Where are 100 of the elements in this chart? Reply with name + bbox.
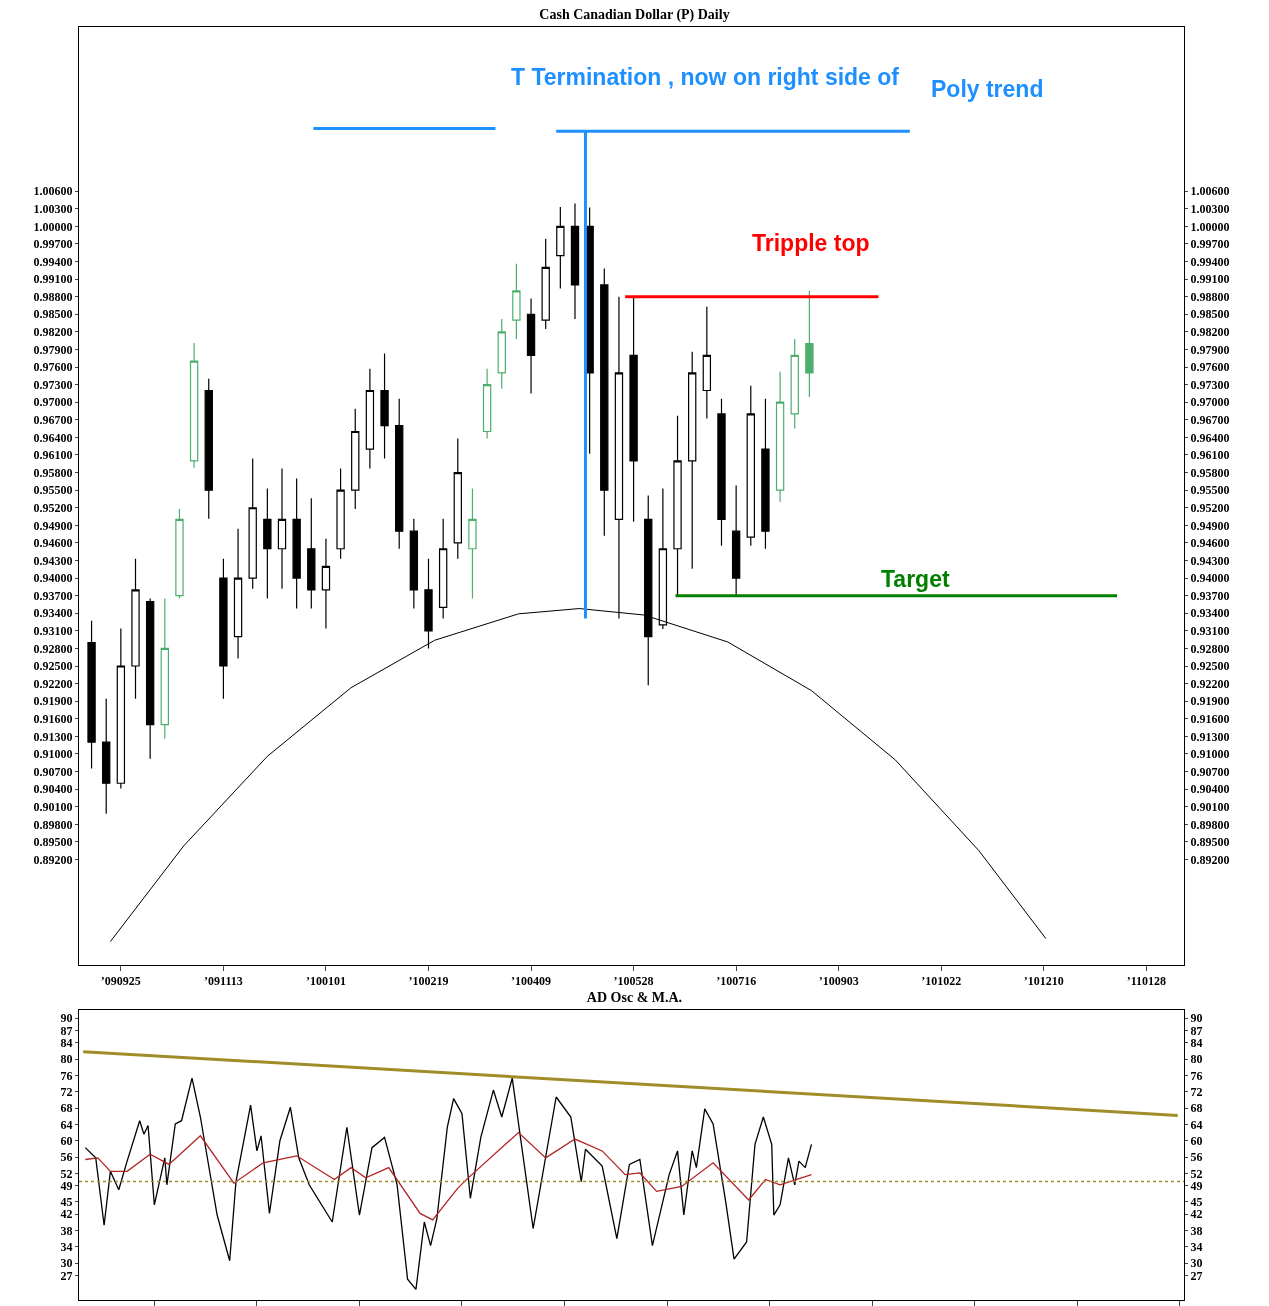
y-tick-label: 64 <box>60 1117 73 1132</box>
y-tick-label: 0.95800 <box>33 465 73 480</box>
y-tick-label: 49 <box>60 1178 73 1193</box>
y2-tick-label: 0.99400 <box>1190 254 1230 269</box>
chart-title: Cash Canadian Dollar (P) Daily <box>539 6 730 23</box>
y-tick-label: 0.94900 <box>33 518 73 533</box>
y-tick-label: 80 <box>60 1052 73 1067</box>
y2-tick-label: 56 <box>1190 1150 1203 1165</box>
y-tick-label: 27 <box>60 1268 73 1283</box>
y2-tick-label: 0.89800 <box>1190 817 1230 832</box>
y2-tick-label: 49 <box>1190 1178 1203 1193</box>
y2-tick-label: 64 <box>1190 1117 1203 1132</box>
y2-tick-label: 1.00000 <box>1190 219 1230 234</box>
y-tick-label: 0.96700 <box>33 412 73 427</box>
y-tick-label: 0.93700 <box>33 588 73 603</box>
y2-tick-label: 0.93100 <box>1190 624 1230 639</box>
y2-tick-label: 0.97300 <box>1190 377 1230 392</box>
y-tick-label: 0.92200 <box>33 676 73 691</box>
y2-tick-label: 0.98800 <box>1190 289 1230 304</box>
y2-tick-label: 0.96400 <box>1190 430 1230 445</box>
y-tick-label: 0.89800 <box>33 817 73 832</box>
y-tick-label: 0.90100 <box>33 799 73 814</box>
y2-tick-label: 0.95200 <box>1190 500 1230 515</box>
y-tick-label: 72 <box>60 1084 73 1099</box>
y2-tick-label: 0.94300 <box>1190 553 1230 568</box>
y2-tick-label: 52 <box>1190 1166 1203 1181</box>
y2-tick-label: 0.90400 <box>1190 782 1230 797</box>
y-tick-label: 0.89500 <box>33 835 73 850</box>
y-tick-label: 0.95500 <box>33 483 73 498</box>
x-tick-label: ’100528 <box>613 974 654 989</box>
y2-tick-label: 0.91900 <box>1190 694 1230 709</box>
y-tick-label: 0.92800 <box>33 641 73 656</box>
y-tick-label: 0.91000 <box>33 747 73 762</box>
y2-tick-label: 0.89500 <box>1190 835 1230 850</box>
y2-tick-label: 0.91600 <box>1190 711 1230 726</box>
y2-tick-label: 87 <box>1190 1023 1203 1038</box>
y2-tick-label: 0.99100 <box>1190 272 1230 287</box>
y-tick-label: 0.97900 <box>33 342 73 357</box>
y-tick-label: 34 <box>60 1240 73 1255</box>
y-tick-label: 1.00000 <box>33 219 73 234</box>
x-tick-label: ’101210 <box>1023 974 1064 989</box>
y-tick-label: 0.96400 <box>33 430 73 445</box>
y-tick-label: 0.93100 <box>33 624 73 639</box>
x-tick-label: ’100409 <box>511 974 552 989</box>
y2-tick-label: 90 <box>1190 1011 1203 1026</box>
y-tick-label: 0.99400 <box>33 254 73 269</box>
y2-tick-label: 0.93400 <box>1190 606 1230 621</box>
y2-tick-label: 0.92500 <box>1190 659 1230 674</box>
y-tick-label: 0.90700 <box>33 764 73 779</box>
y2-tick-label: 0.90700 <box>1190 764 1230 779</box>
y2-tick-label: 0.94900 <box>1190 518 1230 533</box>
y-tick-label: 0.95200 <box>33 500 73 515</box>
chart-title: AD Osc & M.A. <box>586 989 683 1005</box>
y-tick-label: 90 <box>60 1011 73 1026</box>
x-tick-label: ’091113 <box>204 974 243 989</box>
y-tick-label: 76 <box>60 1068 73 1083</box>
y2-tick-label: 30 <box>1190 1256 1203 1271</box>
annotation: Target <box>881 566 950 592</box>
y-tick-label: 87 <box>60 1023 73 1038</box>
y2-tick-label: 80 <box>1190 1052 1203 1067</box>
y2-tick-label: 0.89200 <box>1190 852 1230 867</box>
y-tick-label: 0.96100 <box>33 448 73 463</box>
y-tick-label: 0.93400 <box>33 606 73 621</box>
y2-tick-label: 38 <box>1190 1223 1203 1238</box>
y2-tick-label: 0.92800 <box>1190 641 1230 656</box>
y2-tick-label: 0.96100 <box>1190 448 1230 463</box>
annotation: Poly trend <box>931 76 1044 102</box>
y-tick-label: 0.91600 <box>33 711 73 726</box>
y-tick-label: 0.90400 <box>33 782 73 797</box>
y2-tick-label: 0.99700 <box>1190 237 1230 252</box>
y-tick-label: 1.00300 <box>33 201 73 216</box>
y-tick-label: 0.92500 <box>33 659 73 674</box>
y2-tick-label: 1.00600 <box>1190 184 1230 199</box>
annotation: Tripple top <box>752 230 870 256</box>
y-tick-label: 0.97000 <box>33 395 73 410</box>
y-tick-label: 42 <box>60 1207 73 1222</box>
y-tick-label: 0.97300 <box>33 377 73 392</box>
y2-tick-label: 0.91300 <box>1190 729 1230 744</box>
y-tick-label: 52 <box>60 1166 73 1181</box>
y-tick-label: 1.00600 <box>33 184 73 199</box>
y2-tick-label: 42 <box>1190 1207 1203 1222</box>
x-tick-label: ’110128 <box>1126 974 1166 989</box>
y-tick-label: 0.91900 <box>33 694 73 709</box>
y2-tick-label: 84 <box>1190 1035 1203 1050</box>
y2-tick-label: 76 <box>1190 1068 1203 1083</box>
y2-tick-label: 27 <box>1190 1268 1203 1283</box>
y2-tick-label: 45 <box>1190 1195 1203 1210</box>
y-tick-label: 0.97600 <box>33 360 73 375</box>
x-tick-label: ’090925 <box>100 974 141 989</box>
y-tick-label: 68 <box>60 1101 73 1116</box>
y2-tick-label: 0.96700 <box>1190 412 1230 427</box>
x-tick-label: ’100219 <box>408 974 449 989</box>
x-tick-label: ’100101 <box>305 974 346 989</box>
y-tick-label: 0.98800 <box>33 289 73 304</box>
x-tick-label: ’100716 <box>716 974 757 989</box>
y2-tick-label: 0.94000 <box>1190 571 1230 586</box>
y-tick-label: 0.98500 <box>33 307 73 322</box>
y2-tick-label: 0.94600 <box>1190 536 1230 551</box>
y2-tick-label: 0.91000 <box>1190 747 1230 762</box>
y2-tick-label: 1.00300 <box>1190 201 1230 216</box>
